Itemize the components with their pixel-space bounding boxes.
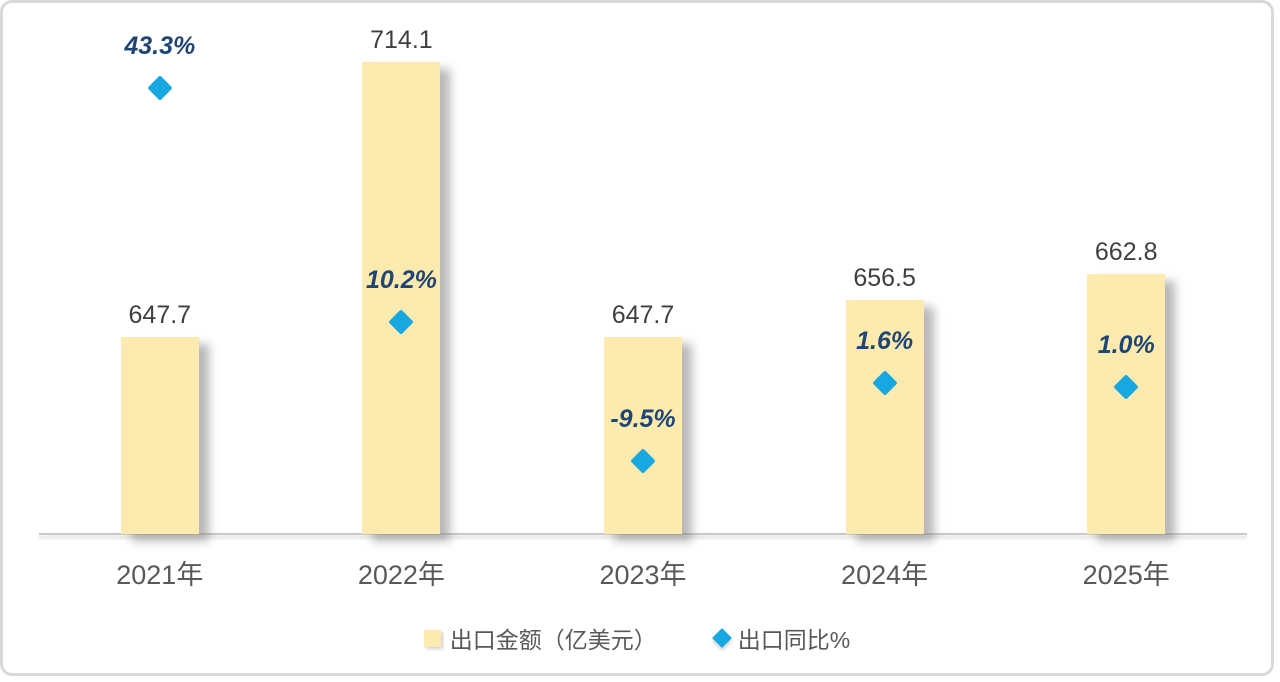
bar-2025 xyxy=(1087,274,1166,534)
legend-label-export-amount: 出口金额（亿美元） xyxy=(449,627,657,653)
legend-item-export-amount: 出口金额（亿美元） xyxy=(423,621,657,655)
yoy-diamond-marker-2021 xyxy=(147,75,173,101)
bar-value-label-2024: 656.5 xyxy=(853,264,916,293)
legend-item-yoy: 出口同比% xyxy=(711,621,851,655)
bar-value-label-2025: 662.8 xyxy=(1094,238,1158,267)
legend: 出口金额（亿美元） 出口同比% xyxy=(3,621,1271,655)
legend-label-yoy: 出口同比% xyxy=(737,627,851,653)
legend-diamond-icon xyxy=(711,628,732,648)
yoy-value-label-2023: -9.5% xyxy=(610,405,676,433)
x-axis-label-2021: 2021年 xyxy=(116,560,204,590)
bar-value-label-2023: 647.7 xyxy=(611,300,675,329)
bar-2021 xyxy=(120,336,199,534)
x-axis-label-2023: 2023年 xyxy=(599,560,687,590)
bar-2024 xyxy=(845,300,924,534)
bar-value-label-2021: 647.7 xyxy=(128,300,192,329)
bar-value-label-2022: 714.1 xyxy=(370,26,433,54)
x-axis-label-2024: 2024年 xyxy=(841,560,929,590)
yoy-value-label-2025: 1.0% xyxy=(1097,330,1155,359)
plot-area: 647.7 43.3% 2021年 714.1 10.2% 2022年 647.7 -9.5%… xyxy=(3,3,1271,673)
yoy-value-label-2021: 43.3% xyxy=(124,32,196,61)
x-axis-label-2025: 2025年 xyxy=(1082,560,1170,590)
yoy-value-label-2022: 10.2% xyxy=(365,265,437,294)
x-axis-label-2022: 2022年 xyxy=(357,560,445,590)
legend-square-icon xyxy=(423,629,441,647)
x-axis-line xyxy=(39,533,1247,535)
bar-2022 xyxy=(362,62,441,534)
bar-2023 xyxy=(604,336,682,534)
yoy-value-label-2024: 1.6% xyxy=(856,326,914,355)
